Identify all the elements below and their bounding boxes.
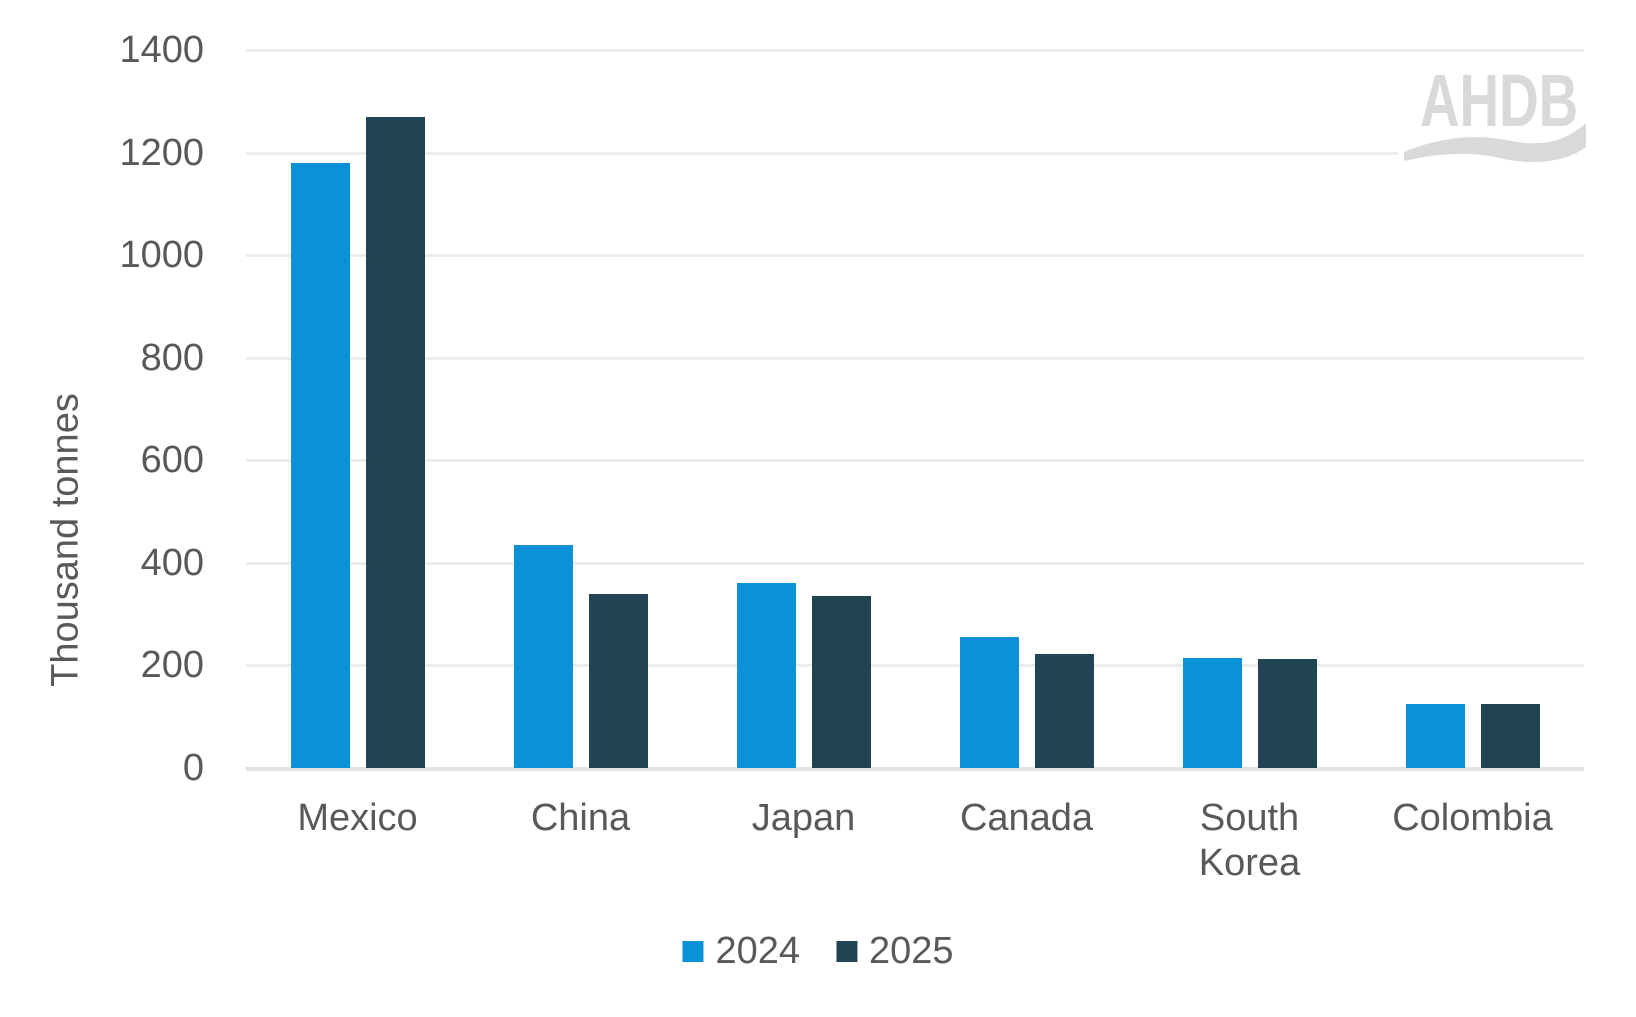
- bar-japan-2024: [737, 583, 796, 768]
- legend-item-2024: 2024: [682, 930, 800, 973]
- category-label-canada: Canada: [915, 796, 1138, 841]
- bar-colombia-2024: [1406, 704, 1465, 768]
- plot-area: [246, 50, 1584, 768]
- y-tick-label-400: 400: [140, 541, 204, 584]
- legend: 2024 2025: [682, 930, 954, 973]
- bar-south-korea-2025: [1258, 659, 1317, 768]
- y-tick-label-800: 800: [140, 336, 204, 379]
- bar-canada-2025: [1035, 654, 1094, 768]
- bar-japan-2025: [812, 596, 871, 768]
- legend-item-2025: 2025: [836, 930, 954, 973]
- gridline-1200: [246, 151, 1584, 155]
- bar-south-korea-2024: [1183, 658, 1242, 768]
- category-label-mexico: Mexico: [246, 796, 469, 841]
- gridline-0: [246, 767, 1584, 771]
- y-tick-label-1000: 1000: [119, 234, 204, 277]
- ahdb-logo-wave-icon: [1404, 123, 1586, 163]
- category-label-text: South Korea: [1198, 797, 1301, 884]
- category-label-text: Canada: [959, 797, 1094, 839]
- gridline-200: [246, 664, 1584, 668]
- category-label-china: China: [469, 796, 692, 841]
- legend-label-2024: 2024: [715, 930, 800, 972]
- y-tick-label-1400: 1400: [119, 29, 204, 71]
- category-label-south-korea: South Korea: [1138, 796, 1361, 886]
- category-label-text: Colombia: [1392, 797, 1553, 839]
- legend-label-2025: 2025: [869, 930, 954, 972]
- gridline-1400: [246, 49, 1584, 52]
- bar-china-2024: [514, 545, 573, 768]
- category-label-colombia: Colombia: [1361, 796, 1584, 841]
- bar-canada-2024: [960, 637, 1019, 768]
- bar-mexico-2025: [366, 117, 425, 768]
- legend-swatch-2024: [682, 941, 704, 962]
- bar-china-2025: [589, 594, 648, 768]
- bar-colombia-2025: [1481, 704, 1540, 768]
- gridline-400: [246, 561, 1584, 565]
- y-tick-label-600: 600: [140, 439, 204, 482]
- legend-swatch-2025: [836, 941, 857, 962]
- y-tick-label-1200: 1200: [119, 131, 204, 174]
- ahdb-logo-text: AHDB: [1420, 59, 1579, 142]
- category-label-japan: Japan: [692, 796, 915, 841]
- bar-mexico-2024: [291, 163, 350, 768]
- y-tick-label-200: 200: [140, 644, 204, 687]
- gridline-600: [246, 459, 1584, 463]
- gridline-800: [246, 356, 1584, 360]
- y-axis-title: Thousand tonnes: [44, 393, 87, 687]
- y-tick-label-0: 0: [182, 747, 204, 789]
- ahdb-logo: AHDB: [1398, 56, 1600, 174]
- category-label-text: Japan: [751, 797, 856, 839]
- gridline-1000: [246, 254, 1584, 258]
- category-label-text: Mexico: [297, 797, 418, 839]
- category-label-text: China: [530, 797, 631, 839]
